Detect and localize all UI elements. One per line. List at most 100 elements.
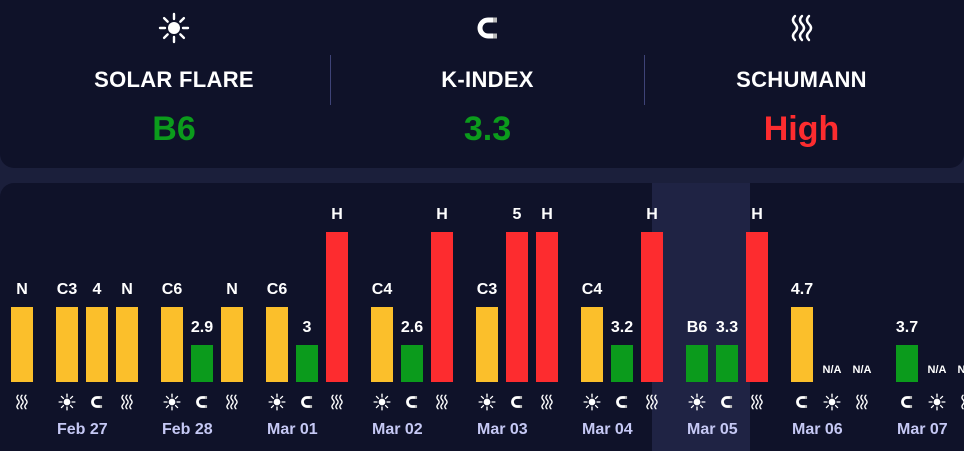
forecast-bar-flare[interactable] — [476, 307, 498, 382]
forecast-bar-flare[interactable] — [581, 307, 603, 382]
waves-icon — [226, 394, 238, 410]
bar-value-label: N — [226, 281, 238, 298]
sun-icon — [163, 393, 181, 411]
bar-value-label: 3.2 — [610, 318, 634, 336]
day-label[interactable]: Mar 06 — [792, 421, 843, 438]
divider — [644, 55, 645, 105]
bar-value-label: C6 — [161, 281, 183, 298]
bar-value-label: 3.7 — [895, 318, 919, 336]
sun-icon — [58, 393, 76, 411]
magnet-icon — [796, 396, 808, 408]
bar-value-label: 2.6 — [400, 318, 424, 336]
forecast-bar-kindex[interactable] — [401, 344, 423, 382]
waves-icon — [751, 394, 763, 410]
forecast-bar-kindex[interactable] — [506, 232, 528, 382]
forecast-bar-flare[interactable] — [56, 307, 78, 382]
magnet-icon — [721, 396, 733, 408]
bar-value-label: 3.3 — [715, 318, 739, 336]
forecast-chart[interactable]: N C3 4 N Feb 27 C6 2.9 N Feb 28 C6 3 H Mar 01 C4 2.6 H M… — [0, 183, 964, 451]
solar-flare-value: B6 — [152, 110, 196, 148]
waves-icon — [121, 394, 133, 410]
forecast-bar-kindex[interactable] — [611, 344, 633, 382]
waves-icon — [961, 394, 964, 410]
magnet-icon — [196, 396, 208, 408]
waves-icon — [16, 394, 28, 410]
forecast-bar-kindex[interactable] — [791, 307, 813, 382]
bar-value-label: N — [16, 281, 28, 298]
day-label[interactable]: Mar 01 — [267, 421, 318, 438]
forecast-bar-schumann[interactable] — [431, 232, 453, 382]
current-conditions-panel: SOLAR FLARE B6 K-INDEX 3.3 SCHUMANN High — [0, 0, 964, 168]
forecast-bar-schumann[interactable] — [641, 232, 663, 382]
forecast-bar-flare[interactable] — [161, 307, 183, 382]
waves-icon — [791, 14, 812, 42]
divider — [330, 55, 331, 105]
bar-value-label: C3 — [56, 281, 78, 298]
day-label[interactable]: Mar 05 — [687, 421, 738, 438]
bar-value-label: 4.7 — [790, 281, 814, 298]
bar-value-label: H — [751, 206, 763, 223]
day-label[interactable]: Feb 28 — [162, 421, 213, 438]
magnet-icon — [901, 396, 913, 408]
bar-value-label: H — [331, 206, 343, 223]
sun-icon — [373, 393, 391, 411]
waves-icon — [331, 394, 343, 410]
bar-value-label: C3 — [476, 281, 498, 298]
forecast-bar-kindex[interactable] — [86, 307, 108, 382]
forecast-bar-kindex[interactable] — [896, 344, 918, 382]
day-label[interactable]: Mar 04 — [582, 421, 633, 438]
schumann-label: SCHUMANN — [736, 67, 867, 92]
magnet-icon — [511, 396, 523, 408]
forecast-bar-flare[interactable] — [266, 307, 288, 382]
bar-value-label: H — [436, 206, 448, 223]
sun-icon — [268, 393, 286, 411]
bar-value-label: 5 — [512, 206, 522, 223]
forecast-bar-schumann[interactable] — [11, 307, 33, 382]
day-label[interactable]: Mar 07 — [897, 421, 948, 438]
forecast-bar-flare[interactable] — [686, 344, 708, 382]
forecast-bar-schumann[interactable] — [746, 232, 768, 382]
day-label[interactable]: Feb 27 — [57, 421, 108, 438]
sun-icon — [823, 393, 841, 411]
waves-icon — [856, 394, 868, 410]
day-label[interactable]: Mar 02 — [372, 421, 423, 438]
magnet-icon — [616, 396, 628, 408]
k-index-stat: K-INDEX 3.3 — [331, 0, 644, 168]
magnet-icon — [301, 396, 313, 408]
sun-icon — [478, 393, 496, 411]
forecast-bar-kindex[interactable] — [716, 344, 738, 382]
schumann-stat: SCHUMANN High — [645, 0, 958, 168]
sun-icon — [688, 393, 706, 411]
bar-value-label: C6 — [266, 281, 288, 298]
day-label[interactable]: Mar 03 — [477, 421, 528, 438]
waves-icon — [436, 394, 448, 410]
bar-value-label: B6 — [686, 318, 708, 336]
forecast-bar-schumann[interactable] — [221, 307, 243, 382]
sun-icon — [158, 12, 190, 44]
magnet-icon — [406, 396, 418, 408]
solar-flare-label: SOLAR FLARE — [94, 67, 254, 92]
magnet-icon — [477, 17, 497, 39]
bar-value-label: N/A — [927, 364, 947, 376]
bar-value-label: N — [121, 281, 133, 298]
k-index-value: 3.3 — [463, 110, 512, 148]
bar-value-label: N/A — [852, 364, 872, 376]
bar-value-label: C4 — [581, 281, 603, 298]
schumann-value: High — [763, 110, 840, 148]
bar-value-label: N/A — [822, 364, 842, 376]
k-index-label: K-INDEX — [441, 67, 534, 92]
bar-value-label: C4 — [371, 281, 393, 298]
bar-value-label: 2.9 — [190, 318, 214, 336]
forecast-bar-schumann[interactable] — [326, 232, 348, 382]
forecast-bar-kindex[interactable] — [296, 344, 318, 382]
forecast-bar-schumann[interactable] — [536, 232, 558, 382]
bar-value-label: H — [646, 206, 658, 223]
bar-value-label: N/A — [957, 364, 964, 376]
forecast-bar-schumann[interactable] — [116, 307, 138, 382]
forecast-bar-kindex[interactable] — [191, 344, 213, 382]
sun-icon — [928, 393, 946, 411]
waves-icon — [541, 394, 553, 410]
bar-value-label: 4 — [92, 281, 102, 298]
sun-icon — [583, 393, 601, 411]
forecast-bar-flare[interactable] — [371, 307, 393, 382]
